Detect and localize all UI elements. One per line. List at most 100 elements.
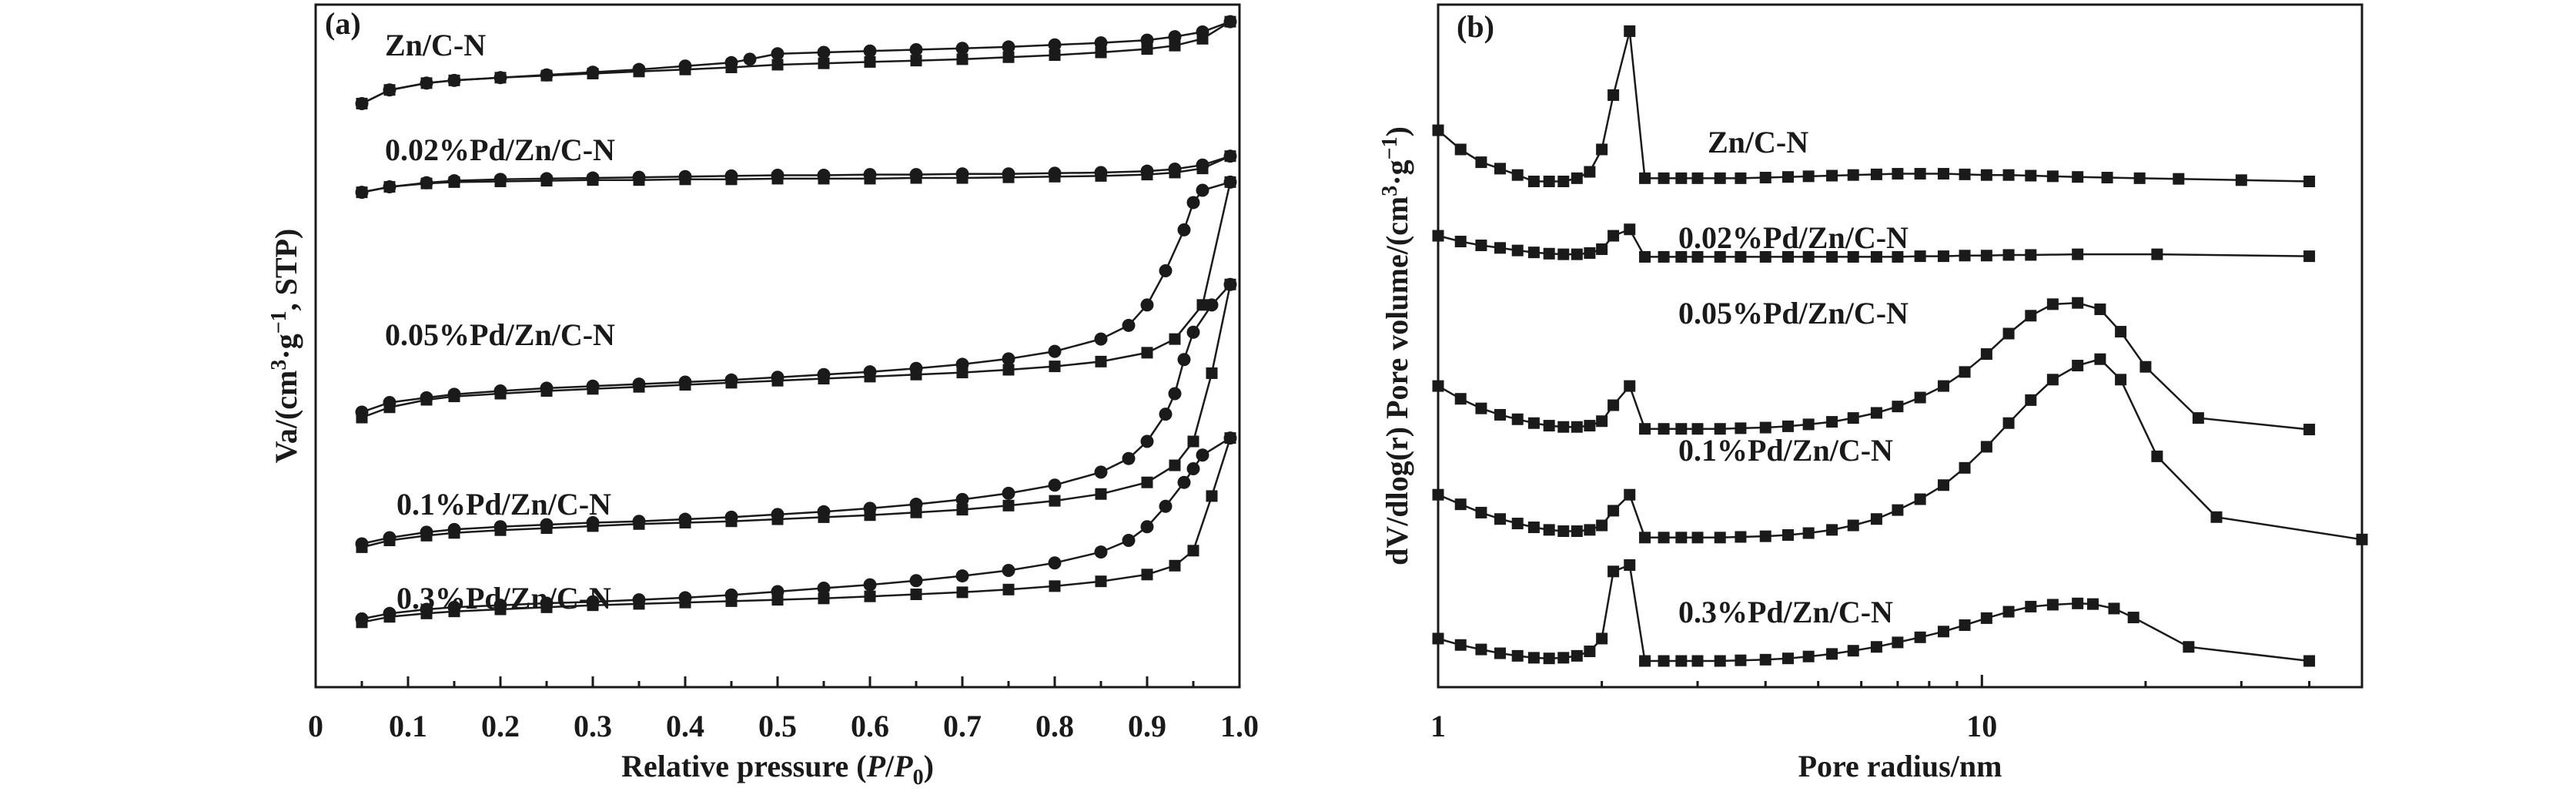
panel-a-0-1-pd-zn-c-n-desorption-point xyxy=(586,515,600,529)
panel-a-0-1-pd-zn-c-n-desorption-point xyxy=(1122,451,1136,465)
panel-a-0-3-pd-zn-c-n-adsorption-point xyxy=(1169,559,1181,572)
panel-b-0-02-pd-zn-c-n-point xyxy=(1937,250,1949,263)
panel-b-0-3-pd-zn-c-n-point xyxy=(1714,655,1726,667)
panel-a-0-02-pd-zn-c-n-desorption-point xyxy=(1223,149,1237,163)
panel-b-0-3-pd-zn-c-n-point xyxy=(2046,599,2059,611)
panel-b-zn-c-n-point xyxy=(2303,176,2316,187)
panel-a-0-02-pd-zn-c-n-desorption-point xyxy=(724,169,738,183)
panel-a-zn-c-n-desorption-point xyxy=(724,55,738,69)
panel-a-0-05-pd-zn-c-n-desorption-point xyxy=(1094,332,1108,346)
panel-a-0-02-pd-zn-c-n-desorption-point xyxy=(420,176,433,190)
panel-b-0-1-pd-zn-c-n-point xyxy=(1847,519,1859,532)
panel-b-0-05-pd-zn-c-n-point xyxy=(1802,418,1815,431)
panel-a-0-02-pd-zn-c-n-desorption-point xyxy=(863,168,877,182)
panel-b-0-05-pd-zn-c-n-point xyxy=(1494,408,1506,421)
panel-b-zn-c-n-point xyxy=(1826,169,1838,182)
panel-b-0-05-pd-zn-c-n-point xyxy=(1543,420,1555,432)
panel-a-0-05-pd-zn-c-n-desorption-series xyxy=(355,175,1237,419)
panel-a-0-05-pd-zn-c-n-desorption-point xyxy=(1159,264,1173,278)
panel-a-0-1-pd-zn-c-n-desorption-point xyxy=(383,531,396,545)
panel-a-0-3-pd-zn-c-n-desorption-series xyxy=(355,431,1237,626)
panel-a-0-05-pd-zn-c-n-desorption-point xyxy=(632,377,646,391)
panel-a-zn-c-n-adsorption-series xyxy=(356,15,1236,109)
panel-a-label: (a) xyxy=(325,6,361,41)
panel-b-0-3-pd-zn-c-n-label: 0.3%Pd/Zn/C-N xyxy=(1678,595,1893,629)
panel-a-0-05-pd-zn-c-n-adsorption-line xyxy=(361,182,1232,419)
panel-a-0-3-pd-zn-c-n-adsorption-point xyxy=(1141,569,1153,581)
panel-a-0-05-pd-zn-c-n-desorption-point xyxy=(586,379,600,393)
panel-b-0-3-pd-zn-c-n-point xyxy=(2108,602,2120,615)
panel-b-0-05-pd-zn-c-n-point xyxy=(2192,412,2204,424)
panel-b-label: (b) xyxy=(1457,9,1494,44)
panel-a-0-02-pd-zn-c-n-desorption-point xyxy=(540,172,554,186)
panel-a-zn-c-n-desorption-point xyxy=(678,59,692,73)
panel-a-0-05-pd-zn-c-n-adsorption-point xyxy=(1002,364,1015,376)
panel-a-0-05-pd-zn-c-n-desorption-point xyxy=(1223,175,1237,189)
panel-a-0-02-pd-zn-c-n-desorption-point xyxy=(1094,166,1108,179)
panel-a-zn-c-n-desorption-point xyxy=(817,45,831,59)
panel-a-0-05-pd-zn-c-n-desorption-point xyxy=(1140,298,1154,312)
panel-b-0-3-pd-zn-c-n-point xyxy=(1914,631,1926,643)
panel-b-0-05-pd-zn-c-n-point xyxy=(1847,412,1859,424)
panel-a-0-3-pd-zn-c-n-desorption-point xyxy=(447,600,461,614)
panel-b-zn-c-n-point xyxy=(2235,174,2247,186)
panel-b-0-05-pd-zn-c-n-point xyxy=(1892,401,1904,413)
panel-b-zn-c-n-point xyxy=(1959,168,1971,180)
panel-a-0-02-pd-zn-c-n-desorption-point xyxy=(817,169,831,182)
panel-b-0-3-pd-zn-c-n-point xyxy=(1432,632,1444,645)
panel-a-x-tick-label: 0.4 xyxy=(666,709,704,743)
panel-b-0-02-pd-zn-c-n-point xyxy=(1714,250,1726,263)
panel-a-0-3-pd-zn-c-n-desorption-point xyxy=(1177,475,1191,489)
panel-b-zn-c-n-point xyxy=(1432,124,1444,136)
panel-a-0-02-pd-zn-c-n-adsorption-line xyxy=(361,155,1231,193)
panel-a-zn-c-n-desorption-point xyxy=(955,42,969,55)
panel-a-zn-c-n-adsorption-point xyxy=(956,53,969,65)
panel-a-0-05-pd-zn-c-n-desorption-point xyxy=(771,371,785,384)
panel-b-0-05-pd-zn-c-n-point xyxy=(1584,420,1596,432)
panel-b-0-1-pd-zn-c-n-point xyxy=(1494,513,1506,525)
panel-a-zn-c-n-adsorption-point xyxy=(1049,49,1061,62)
panel-a-0-1-pd-zn-c-n-desorption-point xyxy=(493,520,507,534)
panel-b-0-1-pd-zn-c-n-point xyxy=(2151,450,2163,462)
panel-a-0-1-pd-zn-c-n-adsorption-point xyxy=(1141,476,1153,488)
panel-a-x-tick-label: 0.5 xyxy=(758,709,797,743)
panel-b-0-3-pd-zn-c-n-point xyxy=(1870,641,1882,653)
panel-a-0-02-pd-zn-c-n-desorption-point xyxy=(1168,163,1182,176)
panel-b-0-05-pd-zn-c-n-point xyxy=(1454,393,1467,405)
panel-b-0-02-pd-zn-c-n-point xyxy=(1959,250,1971,262)
panel-b-0-1-pd-zn-c-n-point xyxy=(1937,479,1949,491)
panel-a-zn-c-n-adsorption-point xyxy=(818,57,830,69)
panel-a-0-3-pd-zn-c-n-desorption-point xyxy=(355,612,369,626)
panel-b-0-3-pd-zn-c-n-point xyxy=(2183,641,2195,653)
panel-b-zn-c-n-point xyxy=(1847,169,1859,181)
panel-a-0-3-pd-zn-c-n-desorption-point xyxy=(586,595,600,609)
panel-b-zn-c-n-point xyxy=(1494,163,1506,175)
panel-b-0-05-pd-zn-c-n-point xyxy=(1511,413,1524,425)
panel-b-0-05-pd-zn-c-n-label: 0.05%Pd/Zn/C-N xyxy=(1678,296,1909,330)
panel-b-0-05-pd-zn-c-n-point xyxy=(1596,415,1608,428)
panel-a-zn-c-n-adsorption-point xyxy=(771,59,784,71)
panel-b-zn-c-n-point xyxy=(2173,173,2185,185)
panel-a-0-1-pd-zn-c-n-label: 0.1%Pd/Zn/C-N xyxy=(396,487,611,522)
panel-a-0-05-pd-zn-c-n-adsorption-point xyxy=(1196,299,1209,311)
panel-b-0-1-pd-zn-c-n-point xyxy=(1454,498,1467,511)
panel-b-0-3-pd-zn-c-n-point xyxy=(1658,655,1670,667)
panel-b-0-02-pd-zn-c-n-point xyxy=(1802,250,1815,263)
panel-a-0-3-pd-zn-c-n-adsorption-point xyxy=(956,586,969,599)
panel-a-0-05-pd-zn-c-n-adsorption-series xyxy=(356,176,1236,424)
panel-b-0-05-pd-zn-c-n-point xyxy=(1959,366,1971,378)
panel-b-0-1-pd-zn-c-n-point xyxy=(1826,524,1838,536)
panel-b-0-02-pd-zn-c-n-point xyxy=(1543,247,1555,260)
panel-a-zn-c-n-desorption-point xyxy=(447,73,461,87)
panel-b-0-02-pd-zn-c-n-point xyxy=(1914,250,1926,263)
panel-b-0-02-pd-zn-c-n-point xyxy=(1624,223,1636,236)
panel-b-0-02-pd-zn-c-n-point xyxy=(1691,250,1704,263)
panel-b-0-05-pd-zn-c-n-point xyxy=(2002,327,2015,340)
panel-b-0-3-pd-zn-c-n-point xyxy=(1980,612,1992,624)
panel-a-0-1-pd-zn-c-n-desorption-point xyxy=(1177,353,1191,367)
panel-b-zn-c-n-point xyxy=(1980,169,1992,181)
panel-b-0-02-pd-zn-c-n-point xyxy=(1596,243,1608,255)
panel-b-0-05-pd-zn-c-n-point xyxy=(2046,298,2059,310)
panel-b-zn-c-n-point xyxy=(1584,166,1596,178)
panel-b-0-3-pd-zn-c-n-point xyxy=(1624,559,1636,571)
